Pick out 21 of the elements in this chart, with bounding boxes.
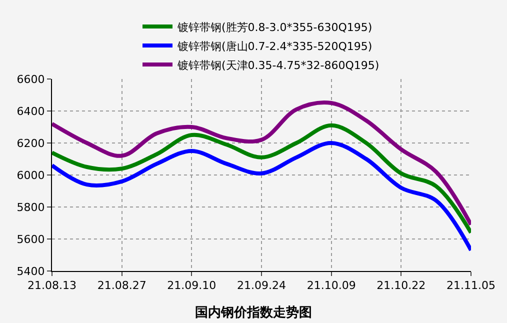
line-series (52, 100, 471, 227)
x-tick-label: 21.09.10 (167, 279, 216, 292)
y-tick-label: 5600 (16, 232, 45, 246)
x-tick-label: 21.11.05 (446, 279, 496, 292)
legend-label: 镀锌带钢(胜芳0.8-3.0*355-630Q195) (176, 20, 372, 34)
x-tick-label: 21.09.24 (237, 279, 286, 292)
x-tick-label: 21.08.27 (97, 279, 146, 292)
line-series (52, 123, 471, 235)
y-tick-label: 5800 (16, 200, 45, 214)
line-series (52, 141, 471, 252)
y-tick-label: 6600 (16, 72, 45, 86)
x-tick-label: 21.10.09 (306, 279, 356, 292)
y-tick-label: 6400 (16, 104, 45, 118)
legend-label: 镀锌带钢(唐山0.7-2.4*335-520Q195) (176, 40, 372, 53)
y-tick-label: 6000 (16, 168, 45, 182)
x-tick-label: 21.08.13 (28, 279, 76, 292)
text: 国内钢价指数走势图 (195, 304, 312, 321)
y-tick-label: 5400 (16, 264, 45, 278)
legend-label: 镀锌带钢(天津0.35-4.75*32-860Q195) (176, 58, 380, 72)
y-tick-label: 6200 (16, 136, 45, 150)
x-tick-label: 21.10.22 (376, 279, 426, 292)
